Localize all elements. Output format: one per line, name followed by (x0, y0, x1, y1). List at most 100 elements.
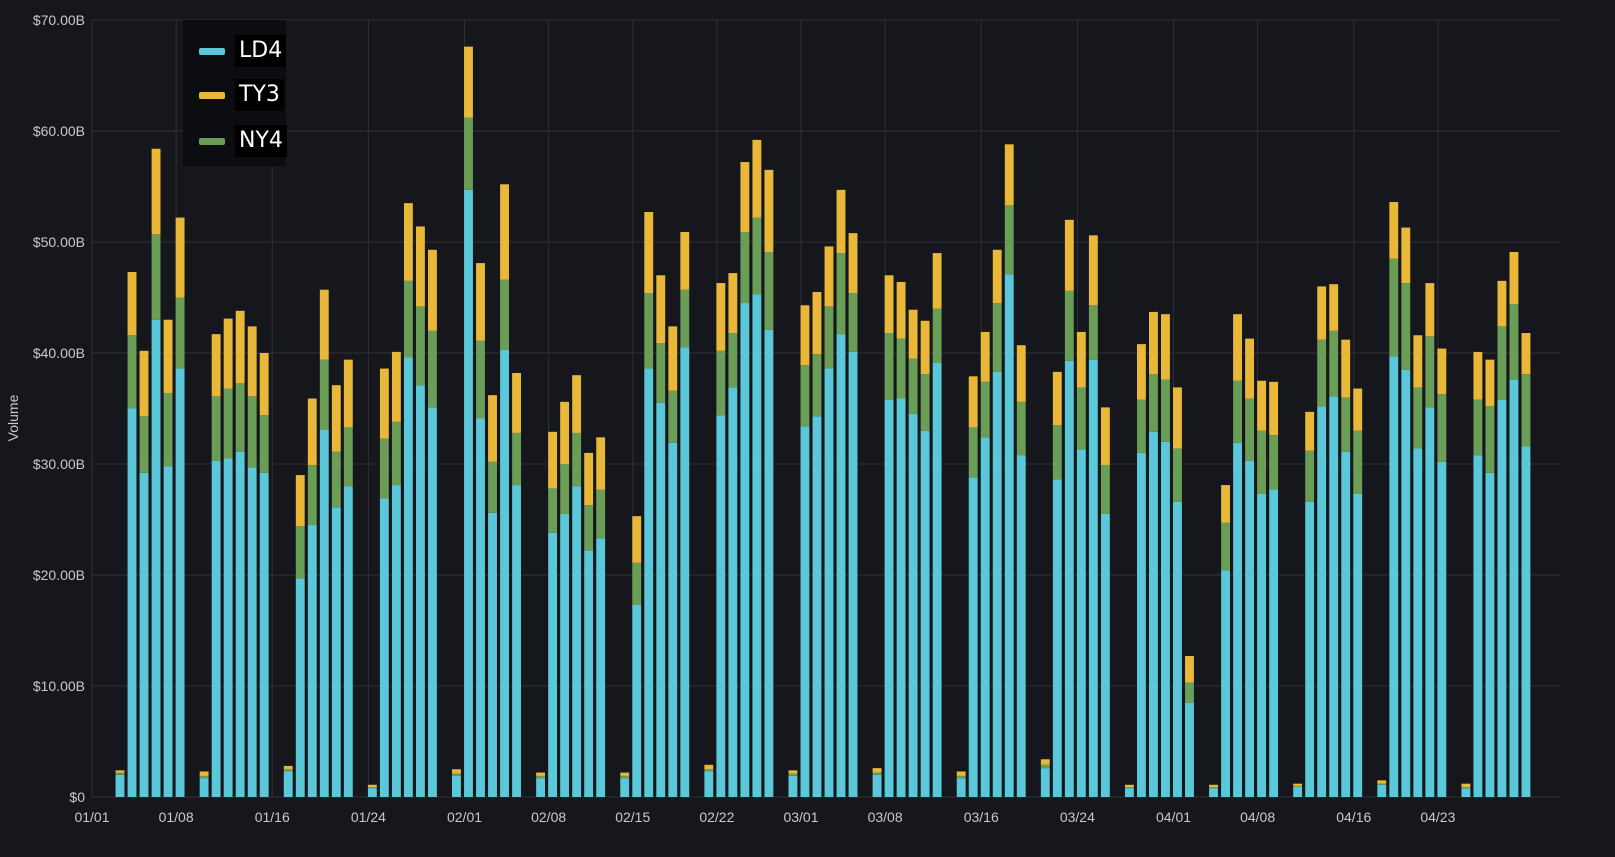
bar-ny4[interactable] (620, 775, 630, 779)
bar-ny4[interactable] (596, 489, 606, 539)
bar-ty3[interactable] (235, 310, 245, 383)
bar-ny4[interactable] (1245, 398, 1255, 461)
bar-ny4[interactable] (295, 526, 305, 579)
bar-ny4[interactable] (1173, 448, 1182, 502)
bar-ny4[interactable] (788, 773, 798, 776)
bar-ty3[interactable] (283, 765, 293, 770)
bar-ty3[interactable] (307, 398, 317, 466)
bar-ny4[interactable] (1341, 397, 1351, 452)
bar-ld4[interactable] (1341, 451, 1351, 797)
bar-ld4[interactable] (1473, 455, 1483, 797)
legend-item-ld4[interactable]: LD4 (199, 33, 287, 69)
bar-ny4[interactable] (932, 308, 942, 363)
bar-ny4[interactable] (980, 381, 990, 438)
bar-ny4[interactable] (632, 562, 642, 605)
bar-ny4[interactable] (1377, 783, 1387, 785)
bar-ny4[interactable] (1425, 336, 1435, 408)
bar-ny4[interactable] (824, 306, 834, 369)
bar-ty3[interactable] (427, 249, 437, 331)
legend-item-ny4[interactable]: NY4 (199, 123, 287, 159)
bar-ny4[interactable] (151, 234, 161, 320)
bar-ld4[interactable] (728, 387, 738, 797)
bar-ld4[interactable] (476, 418, 485, 797)
bar-ty3[interactable] (1317, 286, 1327, 340)
bar-ny4[interactable] (1509, 304, 1519, 380)
bar-ty3[interactable] (716, 283, 726, 351)
bar-ld4[interactable] (1377, 784, 1387, 797)
bar-ld4[interactable] (800, 426, 810, 797)
bar-ny4[interactable] (560, 464, 570, 514)
bar-ny4[interactable] (211, 396, 221, 461)
bar-ny4[interactable] (1413, 387, 1423, 449)
bar-ny4[interactable] (1473, 399, 1483, 456)
bar-ty3[interactable] (1052, 371, 1062, 426)
bar-ny4[interactable] (476, 340, 485, 419)
bar-ld4[interactable] (115, 774, 125, 797)
bar-ld4[interactable] (1293, 787, 1303, 797)
bar-ny4[interactable] (1485, 406, 1495, 473)
bar-ny4[interactable] (319, 359, 329, 430)
bar-ld4[interactable] (668, 442, 678, 797)
bar-ty3[interactable] (1341, 339, 1351, 398)
bar-ty3[interactable] (343, 359, 353, 428)
bar-ty3[interactable] (199, 771, 209, 776)
bar-ty3[interactable] (644, 212, 654, 294)
bar-ld4[interactable] (1185, 702, 1194, 797)
bar-ny4[interactable] (331, 451, 341, 508)
bar-ld4[interactable] (151, 319, 161, 797)
bar-ty3[interactable] (1425, 283, 1435, 337)
bar-ny4[interactable] (415, 306, 425, 386)
bar-ny4[interactable] (115, 772, 125, 775)
bar-ty3[interactable] (560, 401, 570, 464)
bar-ld4[interactable] (716, 415, 726, 797)
bar-ld4[interactable] (1353, 493, 1363, 797)
bar-ld4[interactable] (1389, 356, 1399, 797)
bar-ld4[interactable] (1413, 448, 1423, 797)
bar-ny4[interactable] (403, 280, 413, 358)
bar-ty3[interactable] (596, 437, 606, 490)
bar-ld4[interactable] (1461, 788, 1471, 797)
bar-ty3[interactable] (620, 772, 630, 776)
bar-ny4[interactable] (1461, 787, 1471, 789)
bar-ty3[interactable] (1305, 411, 1315, 451)
bar-ty3[interactable] (992, 249, 1002, 304)
bar-ld4[interactable] (824, 368, 834, 797)
bar-ld4[interactable] (319, 429, 329, 797)
bar-ty3[interactable] (1040, 759, 1050, 765)
bar-ty3[interactable] (367, 784, 377, 788)
bar-ld4[interactable] (512, 485, 521, 797)
bar-ny4[interactable] (1497, 326, 1507, 400)
bar-ld4[interactable] (644, 368, 654, 797)
bar-ld4[interactable] (1269, 489, 1279, 797)
bar-ld4[interactable] (1016, 455, 1026, 797)
bar-ny4[interactable] (427, 330, 437, 408)
bar-ty3[interactable] (1497, 280, 1507, 327)
bar-ld4[interactable] (1173, 501, 1182, 797)
bar-ny4[interactable] (1305, 450, 1315, 502)
bar-ty3[interactable] (1221, 485, 1230, 523)
bar-ty3[interactable] (668, 326, 678, 391)
bar-ty3[interactable] (1004, 144, 1014, 206)
bar-ld4[interactable] (1317, 406, 1327, 797)
bar-ty3[interactable] (1245, 338, 1255, 399)
bar-ld4[interactable] (1485, 472, 1495, 797)
bar-ld4[interactable] (680, 347, 690, 797)
bar-ny4[interactable] (1136, 399, 1146, 453)
bar-ld4[interactable] (968, 477, 978, 797)
bar-ld4[interactable] (367, 788, 377, 797)
bar-ty3[interactable] (1209, 784, 1218, 788)
bar-ty3[interactable] (836, 189, 846, 254)
bar-ld4[interactable] (584, 550, 594, 797)
bar-ld4[interactable] (1509, 379, 1519, 797)
bar-ny4[interactable] (1100, 465, 1110, 514)
bar-ld4[interactable] (632, 604, 642, 797)
bar-ny4[interactable] (452, 773, 461, 776)
bar-ny4[interactable] (343, 427, 353, 487)
bar-ny4[interactable] (259, 415, 269, 473)
bar-ty3[interactable] (752, 139, 762, 218)
bar-ny4[interactable] (1040, 764, 1050, 769)
bar-ty3[interactable] (464, 46, 473, 118)
bar-ny4[interactable] (680, 289, 690, 348)
bar-ld4[interactable] (1257, 493, 1267, 797)
bar-ny4[interactable] (764, 251, 774, 330)
